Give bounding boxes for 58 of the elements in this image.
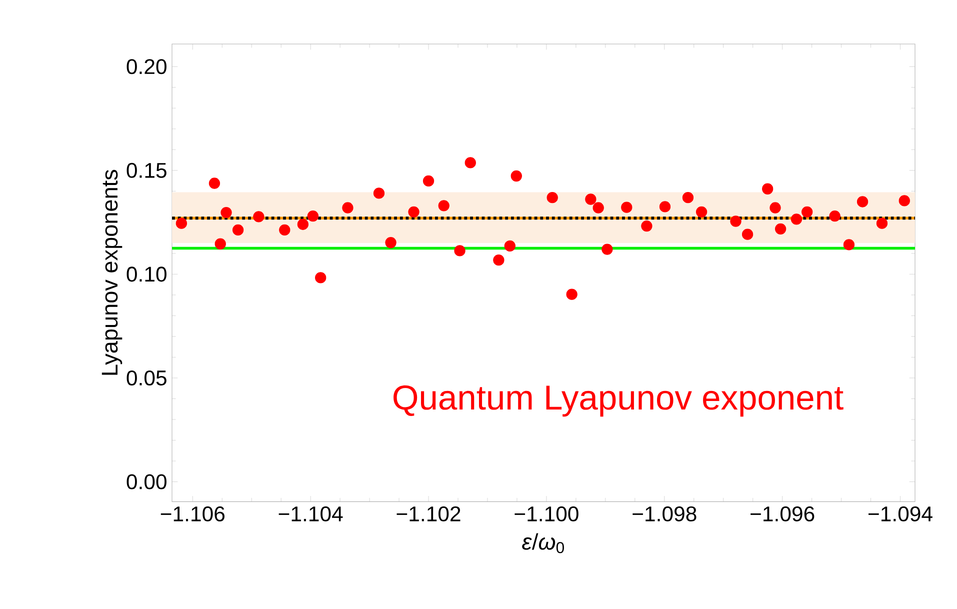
point (232, 224, 244, 236)
x-tick-label: −1.096 (750, 506, 814, 522)
x-axis-title: ε/ω$_{0}$ (522, 533, 564, 554)
point (176, 218, 188, 229)
y-tick-label: 0.10 (126, 266, 166, 282)
y-axis-title: Lyapunov exponents (102, 170, 122, 375)
point (220, 206, 232, 218)
point (307, 210, 319, 222)
point (546, 192, 558, 204)
point (585, 194, 596, 205)
point (641, 220, 652, 232)
point (510, 170, 522, 182)
point (602, 244, 613, 255)
point (297, 218, 308, 230)
point (696, 206, 708, 218)
annotation: Quantum Lyapunov exponent (394, 385, 844, 417)
y-tick-label: 0.00 (126, 474, 166, 490)
point (504, 240, 516, 252)
point (898, 195, 910, 206)
point (566, 288, 578, 300)
point (385, 237, 396, 248)
x-tick-label: −1.102 (396, 506, 460, 522)
x-tick-label: −1.098 (632, 506, 696, 522)
point (253, 211, 264, 222)
y-tick-label: 0.05 (126, 370, 166, 386)
point (659, 201, 671, 212)
point (279, 224, 290, 236)
point (208, 178, 220, 189)
point (829, 210, 840, 222)
x-tick-label: −1.100 (514, 506, 578, 522)
point (682, 192, 694, 204)
point (774, 223, 786, 235)
point (843, 239, 855, 250)
x-tick-label: −1.104 (278, 506, 343, 522)
point (422, 175, 434, 187)
point (464, 157, 476, 168)
x-tick-label: −1.106 (160, 506, 224, 522)
point (730, 216, 742, 227)
point (790, 214, 802, 225)
y-tick-label: 0.20 (126, 59, 166, 74)
point (802, 206, 813, 218)
point (408, 206, 420, 218)
point (438, 200, 450, 212)
point (493, 254, 504, 266)
y-tick-label: 0.15 (126, 162, 166, 178)
point (454, 245, 466, 256)
point (770, 202, 781, 214)
point (592, 202, 604, 214)
point (856, 196, 868, 208)
x-tick-label: −1.094 (868, 506, 932, 522)
point (315, 272, 326, 284)
point (762, 183, 774, 194)
point (621, 202, 632, 213)
point (373, 188, 385, 199)
point (742, 228, 754, 240)
point (214, 238, 226, 250)
point (876, 218, 888, 229)
point (342, 202, 354, 214)
